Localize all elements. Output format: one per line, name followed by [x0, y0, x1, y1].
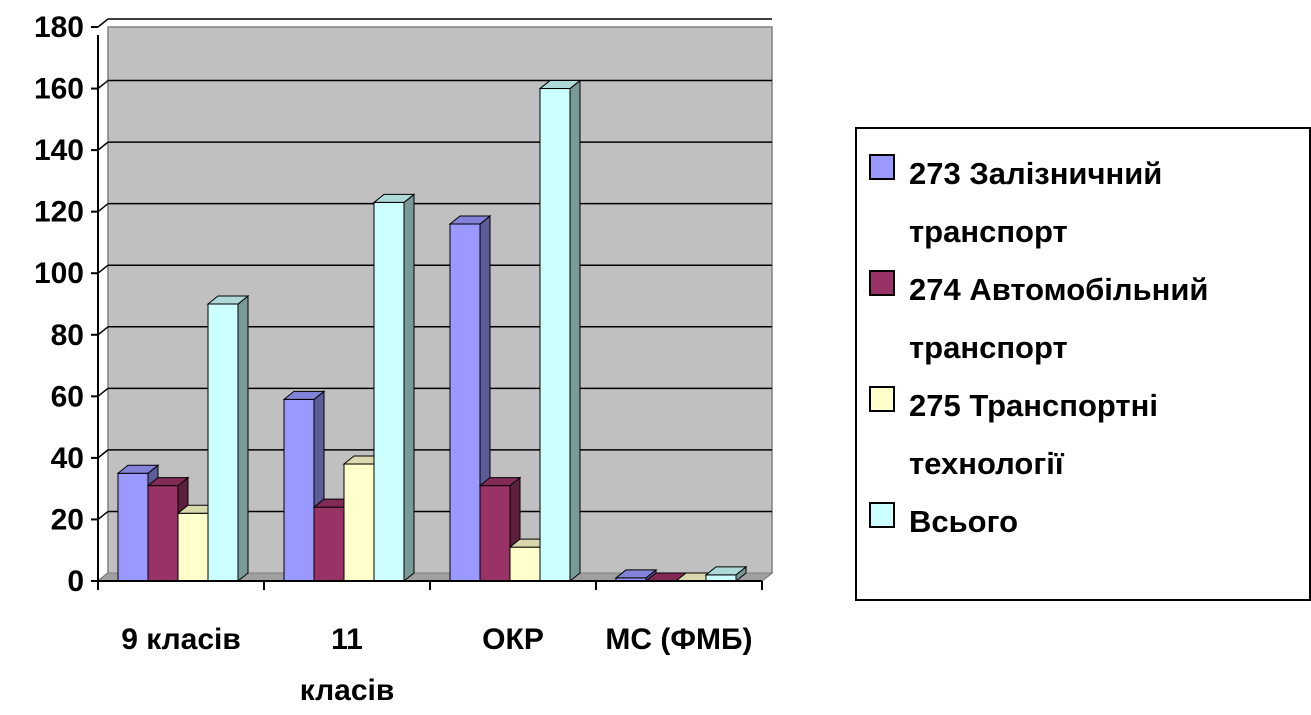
legend-label-273: 273 Залізничний транспорт — [909, 156, 1163, 249]
bar — [372, 193, 416, 583]
bar-top — [478, 477, 522, 487]
x-tick-label: 11 класів — [300, 623, 395, 707]
y-tick-label: 180 — [34, 11, 84, 44]
y-tick-label: 120 — [34, 196, 84, 229]
gridline-depth — [97, 449, 109, 459]
y-tick-label: 100 — [34, 257, 84, 290]
y-tick-label: 20 — [51, 503, 84, 536]
bars — [116, 79, 748, 583]
gridline-depth — [97, 387, 109, 397]
bar-side — [237, 294, 249, 583]
legend: 273 Залізничний транспорт 274 Автомобіль… — [855, 127, 1311, 601]
y-tick-label: 160 — [34, 73, 84, 106]
bar — [538, 79, 582, 583]
legend-label-275: 275 Транспортні технології — [909, 388, 1158, 481]
bar-front — [539, 88, 571, 582]
bar-top — [372, 193, 416, 203]
legend-label-total: Всього — [909, 504, 1019, 539]
bar-front — [449, 223, 481, 582]
bar-front — [479, 485, 511, 582]
legend-swatch-274 — [869, 270, 895, 296]
bar-front — [373, 201, 405, 582]
bar-top — [146, 477, 190, 487]
bar-top — [206, 295, 250, 305]
bar-top — [448, 215, 492, 225]
bar — [704, 565, 748, 583]
gridline-depth — [97, 203, 109, 213]
plot-background — [95, 26, 773, 582]
gridline-depth — [97, 326, 109, 336]
gridline-depth — [97, 79, 109, 90]
gridline-depth — [97, 264, 109, 274]
bar-side — [569, 79, 581, 583]
legend-swatch-273 — [869, 154, 895, 180]
y-tick-label: 40 — [51, 442, 84, 475]
bar-front — [117, 472, 149, 582]
y-tick-label: 60 — [51, 380, 84, 413]
bar — [282, 390, 326, 583]
legend-swatch-total — [869, 502, 895, 528]
bar — [206, 294, 250, 583]
legend-label-274: 274 Автомобільний транспорт — [909, 272, 1209, 365]
bar-top — [116, 464, 160, 474]
x-tick-label: 9 класів — [121, 623, 241, 656]
x-tick-label: ОКР — [482, 623, 544, 656]
gridline-depth — [97, 510, 109, 521]
axes: 0 20 40 60 80 100 120 140 160 180 9 класів 11 класів… — [34, 11, 763, 707]
bar-front — [313, 506, 345, 582]
plot-area — [95, 18, 774, 582]
y-tick-label: 0 — [67, 565, 84, 598]
y-tick-label: 80 — [51, 319, 84, 352]
bar-front — [207, 303, 239, 582]
gridline-depth — [97, 18, 109, 28]
y-tick-label: 140 — [34, 134, 84, 167]
x-tick-label: МС (ФМБ) — [605, 623, 752, 656]
bar-top — [614, 569, 658, 579]
bar-top — [704, 566, 748, 576]
bar-top — [282, 390, 326, 400]
bar-front — [343, 463, 375, 582]
bar-front — [283, 398, 315, 582]
legend-swatch-275 — [869, 386, 895, 412]
gridline-depth — [97, 141, 109, 151]
bar-front — [177, 512, 209, 582]
bar-front — [147, 485, 179, 582]
bar-front — [509, 546, 541, 582]
bar-side — [403, 193, 415, 583]
bar-top — [538, 80, 582, 90]
